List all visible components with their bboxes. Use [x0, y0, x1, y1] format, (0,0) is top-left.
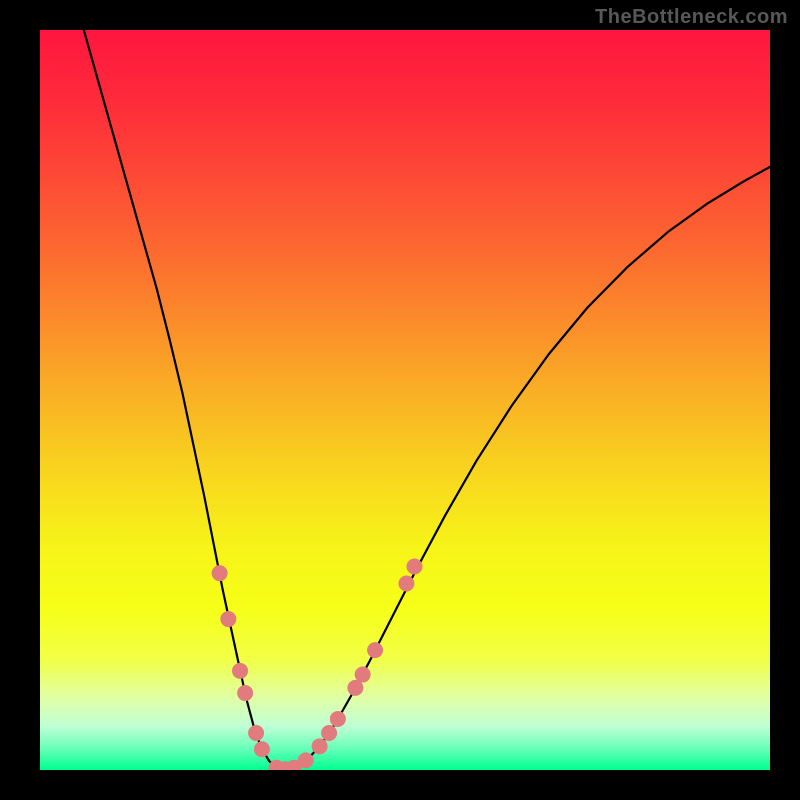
data-marker: [298, 752, 314, 768]
data-marker: [330, 711, 346, 727]
data-marker: [248, 725, 264, 741]
data-marker: [254, 741, 270, 757]
data-marker: [232, 663, 248, 679]
watermark-text: TheBottleneck.com: [595, 6, 788, 29]
plot-area: [40, 30, 770, 770]
data-marker: [321, 725, 337, 741]
data-marker: [212, 565, 228, 581]
data-marker: [312, 738, 328, 754]
gradient-background: [40, 30, 770, 770]
data-marker: [220, 611, 236, 627]
chart-container: TheBottleneck.com: [0, 0, 800, 800]
chart-svg: [40, 30, 770, 770]
data-marker: [237, 685, 253, 701]
data-marker: [398, 576, 414, 592]
data-marker: [406, 559, 422, 575]
data-marker: [367, 642, 383, 658]
data-marker: [355, 667, 371, 683]
